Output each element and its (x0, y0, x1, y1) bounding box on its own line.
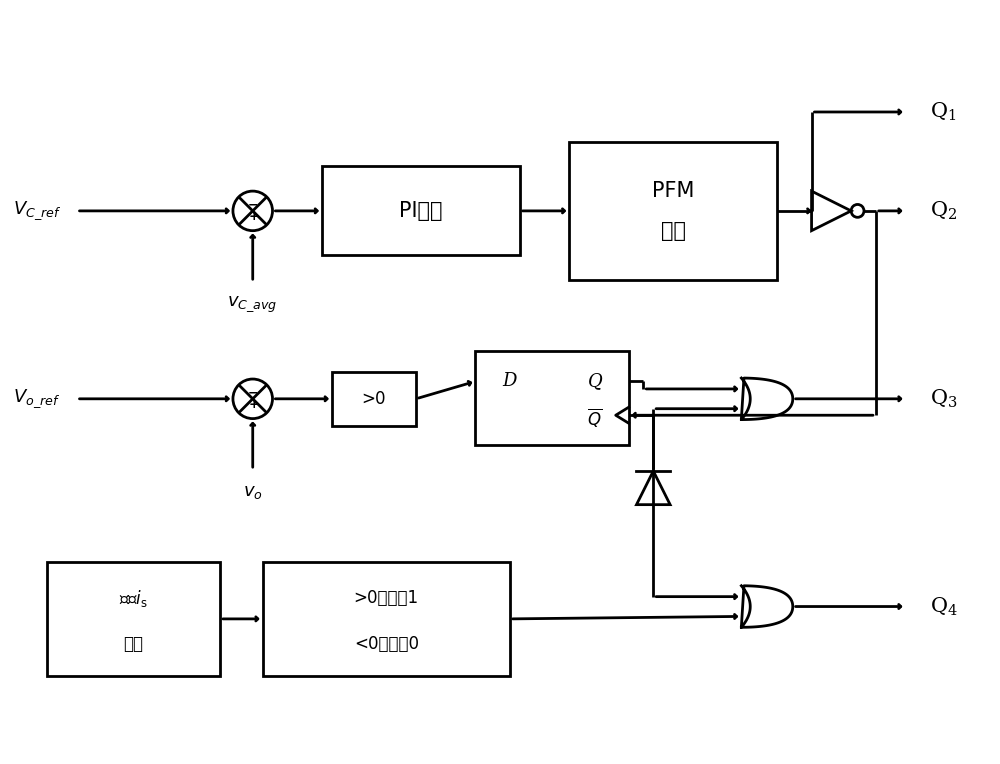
Text: −: − (247, 199, 258, 212)
Text: −: − (247, 387, 258, 400)
Bar (47, 562, 220, 676)
Text: $V_{\mathregular{C\_ref}}$: $V_{\mathregular{C\_ref}}$ (13, 199, 62, 222)
Bar (322, 167, 520, 255)
Text: >0: >0 (362, 390, 386, 408)
Text: D: D (502, 372, 516, 390)
Text: 调制: 调制 (661, 221, 686, 241)
Text: $\overline{Q}$: $\overline{Q}$ (587, 406, 602, 429)
Text: Q$_{\mathregular{2}}$: Q$_{\mathregular{2}}$ (930, 199, 957, 222)
Text: Q$_{\mathregular{4}}$: Q$_{\mathregular{4}}$ (930, 595, 958, 618)
Text: >0，输出1: >0，输出1 (354, 589, 419, 607)
Bar (263, 562, 510, 676)
Bar (569, 141, 777, 280)
Bar (475, 351, 629, 445)
Text: $v_{\mathregular{C\_avg}}$: $v_{\mathregular{C\_avg}}$ (227, 295, 278, 315)
Text: 极性: 极性 (124, 635, 144, 653)
Text: +: + (248, 398, 259, 411)
Bar (332, 372, 416, 426)
Text: PFM: PFM (652, 181, 694, 201)
Text: Q$_{\mathregular{1}}$: Q$_{\mathregular{1}}$ (930, 101, 957, 123)
Text: PI控制: PI控制 (399, 201, 443, 221)
Text: $v_{\mathregular{o}}$: $v_{\mathregular{o}}$ (243, 483, 263, 501)
Text: +: + (248, 210, 259, 223)
Text: $V_{\mathregular{o\_ref}}$: $V_{\mathregular{o\_ref}}$ (13, 387, 61, 410)
Text: 判断$i_{\rm s}$: 判断$i_{\rm s}$ (119, 588, 148, 609)
Text: Q$_{\mathregular{3}}$: Q$_{\mathregular{3}}$ (930, 387, 958, 410)
Text: Q: Q (587, 372, 602, 390)
Text: <0，输出0: <0，输出0 (354, 635, 419, 653)
